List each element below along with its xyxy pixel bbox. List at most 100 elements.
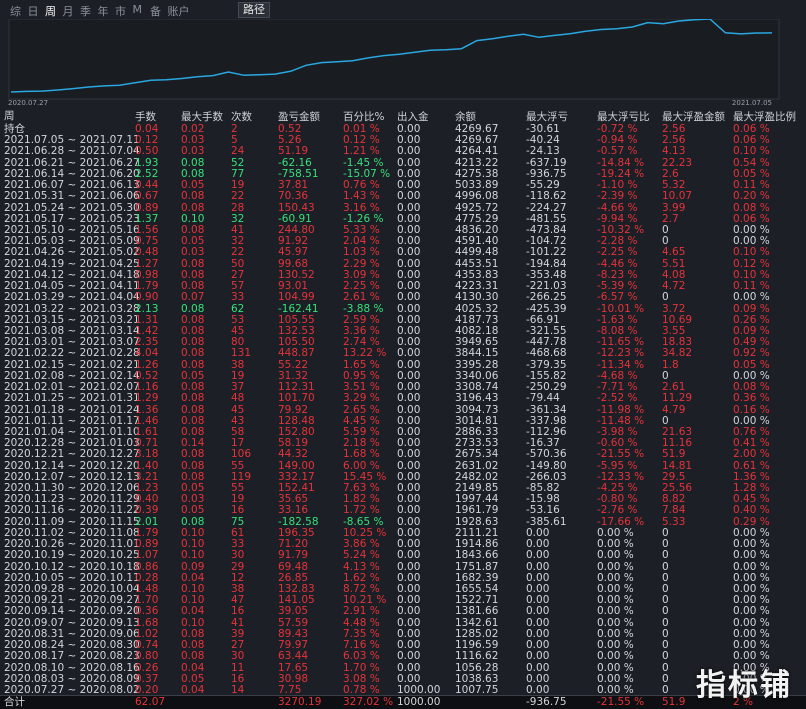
cell: 51.19 (278, 145, 309, 158)
row-label: 2021.03.22 ~ 2021.03.28 (4, 302, 140, 315)
cell: -149.80 (526, 459, 567, 472)
cell: 1342.61 (455, 616, 499, 629)
cell: 2.74 % (343, 336, 380, 349)
cell: 0 (662, 594, 669, 607)
cell: 0 (662, 583, 669, 596)
cell: 0.12 % (733, 257, 770, 270)
tab[interactable]: 市 (115, 5, 126, 18)
cell: 0.00 % (733, 369, 770, 382)
cell: 4996.08 (455, 190, 499, 203)
cell: 2482.02 (455, 470, 499, 483)
cell: 0 (662, 672, 669, 685)
cell: 0.00 (397, 347, 421, 360)
cell: 0.00 (526, 627, 550, 640)
cell: -62.16 (278, 156, 312, 169)
cell: 244.80 (278, 223, 315, 236)
cell: -1.45 % (343, 156, 384, 169)
cell: 27 (231, 268, 245, 281)
cell: 1.8 (662, 358, 679, 371)
cell: 4353.83 (455, 268, 499, 281)
row-label: 2020.11.02 ~ 2020.11.08 (4, 526, 140, 539)
path-button[interactable]: 路径 (238, 2, 270, 18)
cell: 1007.75 (455, 684, 499, 696)
row-label: 2021.06.07 ~ 2021.06.13 (4, 179, 140, 192)
cell: 0.54 % (733, 156, 770, 169)
cell: 2.29 % (343, 257, 380, 270)
chart-frame (8, 19, 780, 100)
cell: 0.00 % (733, 661, 770, 674)
cell: 1.61 (135, 425, 159, 438)
cell: 0.00 (397, 257, 421, 270)
cell: -14.84 % (597, 156, 645, 169)
cell: 55.22 (278, 358, 309, 371)
tab[interactable]: 综 (10, 5, 21, 18)
cell: 0.00 % (733, 605, 770, 618)
cell: 33 (231, 291, 245, 304)
cell: 0.00 (397, 212, 421, 225)
cell: -66.91 (526, 313, 560, 326)
cell: 0.14 (181, 437, 205, 450)
cell: 1.27 (135, 257, 159, 270)
cell: 0.29 % (733, 515, 770, 528)
cell: 1000.00 (397, 684, 441, 696)
tab[interactable]: 账户 (167, 5, 190, 18)
cell: 0.00 (526, 571, 550, 584)
cell: 55 (231, 459, 245, 472)
row-label: 2020.07.27 ~ 2020.08.02 (4, 684, 140, 696)
cell: 0.00 (397, 201, 421, 214)
cell: -8.08 % (597, 324, 638, 337)
cell: 31.32 (278, 369, 309, 382)
cell: 3340.06 (455, 369, 499, 382)
tab[interactable]: 备 (150, 5, 161, 18)
end-date: 2021.07.05 (732, 99, 772, 107)
cell: 0.08 (181, 627, 205, 640)
cell: 30 (231, 549, 245, 562)
tab[interactable]: 月 (62, 5, 74, 18)
cell: 0.00 (397, 515, 421, 528)
cell: 132.83 (278, 583, 315, 596)
cell: 13.22 % (343, 347, 387, 360)
cell: 0.00 (397, 504, 421, 517)
cell: 0.08 (181, 515, 205, 528)
cell: 1751.87 (455, 560, 499, 573)
cell: 104.99 (278, 291, 315, 304)
cell: 0 (662, 560, 669, 573)
tab[interactable]: M (132, 3, 143, 16)
cell: 0.89 (135, 538, 159, 551)
cell: 0.90 (135, 291, 159, 304)
cell: 0.03 (181, 145, 205, 158)
cell: 75 (231, 515, 245, 528)
cell: 0.10 % (733, 268, 770, 281)
cell: 0.00 % (597, 684, 634, 696)
cell: 1.68 (135, 616, 159, 629)
tab[interactable]: 季 (80, 5, 91, 18)
tab[interactable]: 周 (45, 5, 56, 18)
cell: 1.36 % (733, 470, 770, 483)
cell: -0.80 % (597, 493, 638, 506)
tab[interactable]: 年 (97, 5, 109, 18)
cell: 0.00 % (733, 560, 770, 573)
tab-bar: 路径 综日周月季年市 M 备账户 (0, 0, 806, 19)
cell: 0.00 (397, 381, 421, 394)
cell: 0.08 (181, 257, 205, 270)
cell: 3.99 (662, 201, 686, 214)
cell: 0 (662, 627, 669, 640)
cell: 0.00 (526, 605, 550, 618)
cell: 0.00 (397, 549, 421, 562)
cell: 0.00 (397, 179, 421, 192)
cell: 3196.43 (455, 392, 499, 405)
cell: -11.48 % (597, 414, 645, 427)
cell: 2.61 (662, 381, 686, 394)
cell: 0.98 (135, 268, 159, 281)
cell: 0.08 (181, 381, 205, 394)
cell: 3.08 % (343, 672, 380, 685)
cell: 89.43 (278, 627, 309, 640)
cell: 0.08 (181, 414, 205, 427)
cell: 0.00 % (733, 583, 770, 596)
cell: 0.08 (181, 313, 205, 326)
cell: 3.29 % (343, 392, 380, 405)
cell: 91.79 (278, 549, 309, 562)
cell: -0.60 % (597, 437, 638, 450)
tab[interactable]: 日 (27, 5, 39, 18)
